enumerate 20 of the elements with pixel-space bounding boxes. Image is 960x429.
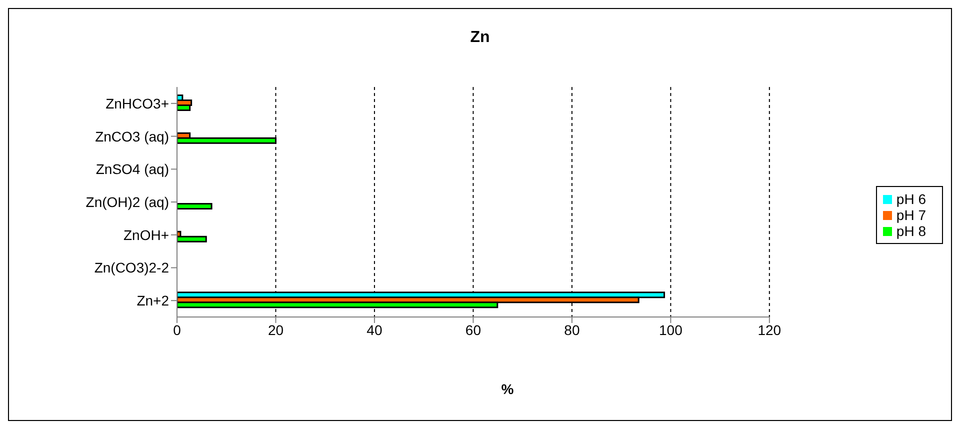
- y-tick-label: ZnOH+: [123, 226, 169, 243]
- bar: [177, 203, 212, 210]
- y-tick-label: ZnHCO3+: [106, 95, 169, 112]
- x-tick-label: 20: [268, 322, 284, 338]
- y-tick-label: Zn+2: [136, 292, 170, 309]
- x-tick-label: 0: [173, 322, 182, 338]
- x-tick-label: 120: [758, 322, 782, 338]
- legend-label: pH 8: [896, 222, 926, 238]
- x-tick-label: 100: [659, 322, 683, 338]
- y-tick-label: Zn(OH)2 (aq): [86, 194, 169, 210]
- x-tick-label: 40: [366, 322, 382, 338]
- legend-label: pH 7: [896, 206, 926, 222]
- x-tick-label: 60: [465, 322, 482, 338]
- chart-title: Zn: [469, 29, 491, 47]
- legend-label: pH 6: [896, 190, 926, 206]
- x-axis-title: %: [500, 381, 515, 397]
- x-tick-label: 80: [564, 322, 580, 338]
- y-tick-label: ZnSO4 (aq): [96, 161, 169, 178]
- y-tick-label: Zn(CO3)2-2: [94, 260, 170, 276]
- y-tick-label: ZnCO3 (aq): [95, 128, 169, 144]
